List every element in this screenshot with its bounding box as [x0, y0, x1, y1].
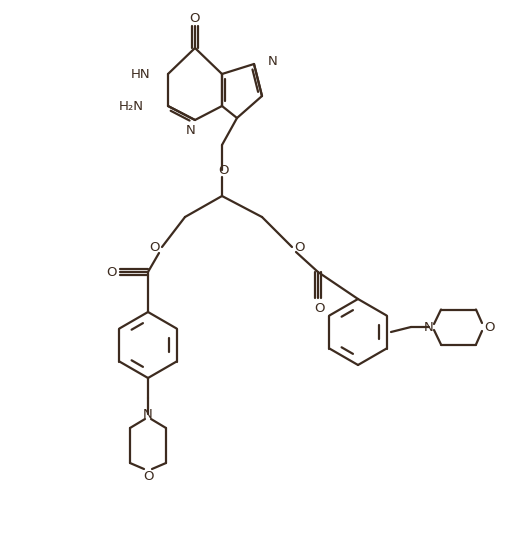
- Text: O: O: [219, 164, 229, 176]
- Text: N: N: [186, 124, 196, 137]
- Text: N: N: [143, 408, 153, 421]
- Text: O: O: [149, 240, 159, 254]
- Text: HN: HN: [131, 68, 150, 81]
- Text: O: O: [106, 265, 116, 278]
- Text: O: O: [190, 12, 200, 25]
- Text: O: O: [295, 240, 305, 254]
- Text: O: O: [143, 470, 153, 483]
- Text: N: N: [424, 320, 434, 334]
- Text: N: N: [268, 54, 278, 68]
- Text: O: O: [485, 320, 495, 334]
- Text: O: O: [315, 301, 325, 315]
- Text: H₂N: H₂N: [119, 100, 144, 113]
